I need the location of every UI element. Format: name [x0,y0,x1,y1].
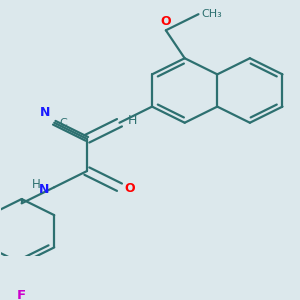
Text: C: C [60,118,68,128]
Text: O: O [124,182,135,195]
Text: H: H [32,178,40,191]
Text: H: H [128,114,137,127]
Text: F: F [17,289,26,300]
Text: O: O [160,15,171,28]
Text: CH₃: CH₃ [201,9,222,19]
Text: N: N [40,106,50,119]
Text: N: N [39,183,49,196]
